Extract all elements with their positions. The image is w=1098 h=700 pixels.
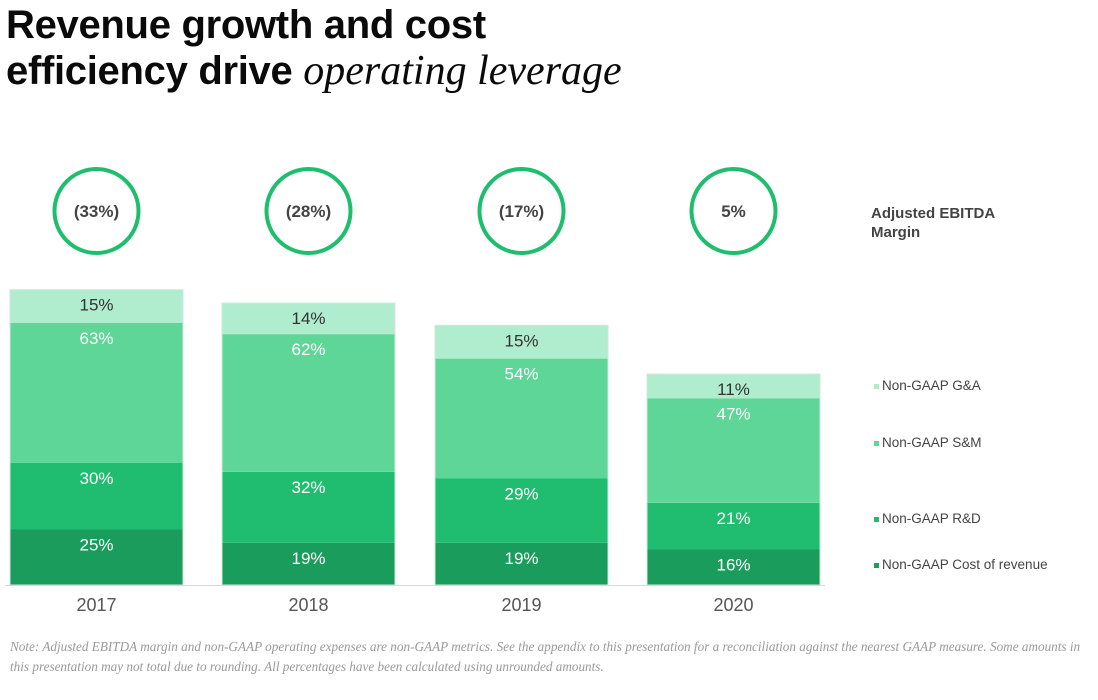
legend-label: Non-GAAP Cost of revenue [882, 557, 1048, 572]
segment-value-label: 15% [79, 296, 113, 315]
title-bold-part: efficiency drive [6, 49, 293, 93]
bar-segment [647, 374, 820, 399]
ebitda-margin-circle [264, 167, 353, 255]
segment-value-label: 19% [504, 549, 538, 568]
ebitda-margin-circle [52, 167, 141, 255]
legend-label: Non-GAAP G&A [882, 378, 981, 393]
segment-value-label: 25% [79, 536, 113, 555]
segment-value-label: 62% [291, 340, 325, 359]
title-italic-part: operating leverage [303, 48, 622, 94]
title-line-2: efficiency drive operating leverage [6, 48, 622, 94]
bar-segment [222, 471, 395, 543]
bar-segment [222, 334, 395, 472]
segment-value-label: 32% [291, 478, 325, 497]
bar-segment [647, 398, 820, 503]
legend-label: Non-GAAP R&D [882, 511, 981, 526]
bar-segment [10, 529, 183, 585]
bar-segment [222, 542, 395, 585]
bar-segment [10, 323, 183, 463]
x-tick-label: 2017 [76, 595, 116, 615]
legend-label: Non-GAAP S&M [882, 435, 982, 450]
segment-value-label: 30% [79, 469, 113, 488]
bar-segment [435, 542, 608, 585]
bar-segment [647, 549, 820, 585]
ebitda-margin-circle [689, 167, 778, 255]
segment-value-label: 11% [717, 380, 750, 399]
ebitda-margin-value: (17%) [499, 202, 544, 221]
segment-value-label: 21% [716, 509, 750, 528]
segment-value-label: 54% [504, 365, 538, 384]
segment-value-label: 47% [716, 405, 750, 424]
segment-value-label: 63% [79, 329, 113, 348]
ebitda-margin-circle [477, 167, 566, 255]
ebitda-margin-label: Adjusted EBITDA Margin [871, 205, 995, 241]
segment-value-label: 15% [504, 331, 538, 350]
bar-segment [435, 325, 608, 359]
ebitda-margin-value: (28%) [286, 202, 331, 221]
bar-segment [435, 478, 608, 543]
page-title: Revenue growth and cost efficiency drive… [6, 2, 622, 94]
x-tick-label: 2018 [288, 595, 328, 615]
legend-swatch [874, 517, 879, 522]
segment-value-label: 16% [716, 556, 750, 575]
legend-swatch [874, 441, 879, 446]
footnote: Note: Adjusted EBITDA margin and non-GAA… [10, 639, 1081, 674]
segment-value-label: 14% [291, 309, 325, 328]
bar-segment [647, 502, 820, 550]
segment-value-label: 19% [291, 549, 325, 568]
bar-segment [435, 358, 608, 479]
ebitda-margin-value: 5% [721, 202, 746, 221]
x-tick-label: 2020 [713, 595, 753, 615]
bar-segment [10, 289, 183, 323]
title-line-1: Revenue growth and cost [6, 3, 486, 47]
legend-swatch [874, 563, 879, 568]
bar-segment [222, 303, 395, 335]
legend-swatch [874, 384, 879, 389]
segment-value-label: 29% [504, 484, 538, 503]
ebitda-margin-value: (33%) [74, 202, 119, 221]
bar-segment [10, 462, 183, 530]
x-tick-label: 2019 [501, 595, 541, 615]
stacked-bar-chart: 25% 30% 63% 15% 2017 (33%) 19% 32% 62% 14% 2018 (28… [5, 167, 1048, 615]
